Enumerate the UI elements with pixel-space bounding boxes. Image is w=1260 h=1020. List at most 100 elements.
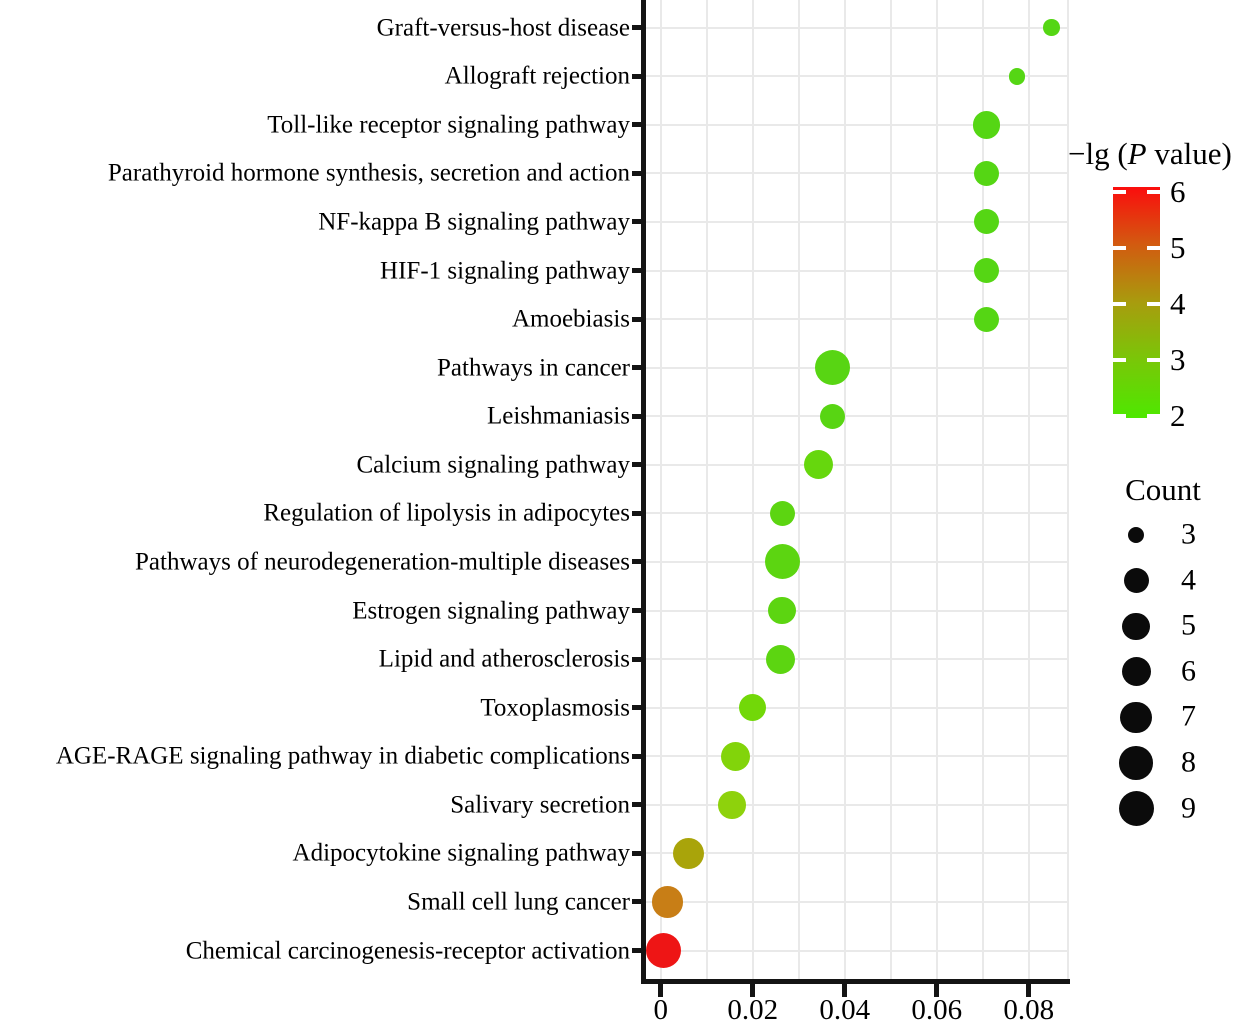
y-axis-label: Adipocytokine signaling pathway [292, 839, 630, 867]
color-legend-tick [1113, 190, 1126, 194]
data-point [764, 544, 800, 580]
x-axis-tick-label: 0.02 [727, 994, 779, 1020]
x-axis-line [641, 979, 1070, 984]
color-legend-tick-label: 2 [1170, 397, 1186, 433]
y-axis-tick [632, 559, 642, 565]
h-gridline [645, 366, 1069, 369]
y-axis-label: Pathways in cancer [437, 354, 630, 382]
y-axis-label: Lipid and atherosclerosis [378, 645, 630, 673]
y-axis-tick [632, 948, 642, 954]
size-legend-label: 5 [1181, 608, 1196, 642]
color-legend-tick [1113, 414, 1126, 418]
data-point [651, 886, 684, 918]
v-gridline [1067, 0, 1069, 981]
color-legend-tick-label: 5 [1170, 229, 1186, 265]
y-axis-label: Estrogen signaling pathway [352, 597, 630, 625]
data-point [672, 837, 705, 870]
h-gridline [645, 900, 1069, 903]
color-legend-tick [1147, 246, 1160, 250]
y-axis-tick [632, 316, 642, 322]
data-point [720, 741, 750, 771]
h-gridline [645, 609, 1069, 612]
data-point [769, 500, 795, 526]
data-point [768, 596, 796, 625]
h-gridline [645, 415, 1069, 418]
y-axis-tick [632, 705, 642, 711]
data-point [645, 933, 681, 969]
h-gridline [645, 755, 1069, 758]
h-gridline [645, 706, 1069, 709]
y-axis-label: Toll-like receptor signaling pathway [267, 111, 630, 139]
color-legend-tick [1113, 358, 1126, 362]
size-legend-dot [1120, 701, 1152, 734]
y-axis-tick [632, 802, 642, 808]
h-gridline [645, 560, 1069, 563]
y-axis-tick [632, 899, 642, 905]
size-legend-title: Count [1125, 472, 1201, 507]
color-legend-tick-label: 3 [1170, 341, 1186, 377]
color-legend-title-prefix: −lg ( [1068, 136, 1128, 171]
data-point [1043, 19, 1060, 36]
h-gridline [645, 658, 1069, 661]
x-axis-tick [842, 983, 848, 997]
data-point [1008, 67, 1026, 85]
size-legend-label: 8 [1181, 745, 1196, 779]
v-gridline [1027, 0, 1030, 981]
h-gridline [645, 803, 1069, 806]
x-axis-tick-label: 0.06 [911, 994, 963, 1020]
h-gridline [645, 512, 1069, 515]
h-gridline [645, 123, 1069, 126]
color-legend-tick [1147, 358, 1160, 362]
color-legend-title-suffix: value) [1146, 136, 1232, 171]
y-axis-label: Pathways of neurodegeneration-multiple d… [135, 548, 630, 576]
x-axis-tick [1026, 983, 1032, 997]
data-point [766, 644, 796, 674]
y-axis-tick [632, 268, 642, 274]
h-gridline [645, 220, 1069, 223]
h-gridline [645, 172, 1069, 175]
color-legend-title: −lg (P value) [1068, 136, 1232, 172]
y-axis-label: Leishmaniasis [486, 402, 630, 430]
size-legend-dot [1122, 612, 1150, 640]
size-legend-dot [1119, 746, 1153, 780]
y-axis-tick [632, 170, 642, 176]
y-axis-label: Small cell lung cancer [407, 888, 630, 916]
color-legend-tick [1147, 414, 1160, 418]
data-point [718, 791, 746, 819]
y-axis-tick [632, 73, 642, 79]
size-legend-label: 9 [1181, 790, 1196, 824]
v-gridline [705, 0, 708, 981]
size-legend-dot [1127, 526, 1145, 544]
y-axis-label: Amoebiasis [511, 305, 630, 333]
v-gridline [935, 0, 938, 981]
h-gridline [645, 463, 1069, 466]
y-axis-tick [632, 219, 642, 225]
color-legend-tick [1147, 190, 1160, 194]
y-axis-tick [632, 365, 642, 371]
v-gridline [659, 0, 662, 981]
y-axis-label: Graft-versus-host disease [376, 14, 630, 42]
y-axis-label: Regulation of lipolysis in adipocytes [263, 499, 630, 527]
y-axis-label: NF-kappa B signaling pathway [318, 208, 630, 236]
data-point [972, 111, 1001, 139]
x-axis-tick [750, 983, 756, 997]
y-axis-label: Allograft rejection [444, 62, 630, 90]
y-axis-label: AGE-RAGE signaling pathway in diabetic c… [55, 742, 630, 770]
y-axis-label: Parathyroid hormone synthesis, secretion… [107, 159, 630, 187]
data-point [803, 450, 833, 480]
h-gridline [645, 75, 1069, 78]
data-point [973, 160, 999, 186]
v-gridline [889, 0, 892, 981]
x-axis-tick-label: 0.04 [819, 994, 871, 1020]
size-legend-label: 6 [1181, 654, 1196, 688]
y-axis-tick [632, 753, 642, 759]
color-legend-tick [1147, 302, 1160, 306]
y-axis-label: HIF-1 signaling pathway [380, 257, 630, 285]
color-legend-tick-label: 4 [1170, 285, 1186, 321]
v-gridline [797, 0, 800, 981]
v-gridline [751, 0, 754, 981]
h-gridline [645, 318, 1069, 321]
y-axis-tick [632, 510, 642, 516]
y-axis-tick [632, 656, 642, 662]
